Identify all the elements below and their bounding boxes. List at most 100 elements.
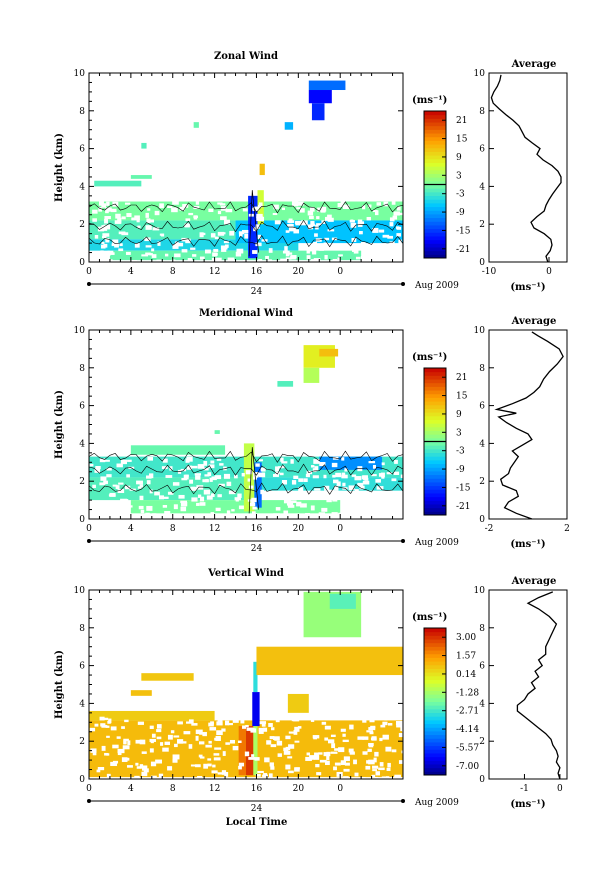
gap-cell — [303, 478, 308, 482]
gap-cell — [186, 465, 193, 470]
colorbar-segment — [424, 368, 446, 373]
colorbar-segment — [424, 382, 446, 387]
average-y-tick-label: 8 — [479, 107, 485, 117]
gap-cell — [369, 719, 375, 723]
average-profile-line — [494, 331, 564, 520]
gap-cell — [141, 771, 148, 777]
gap-cell — [336, 481, 341, 486]
gap-cell — [342, 733, 346, 737]
gap-cell — [156, 259, 163, 263]
contour-line — [88, 482, 404, 495]
panel-title: Meridional Wind — [199, 308, 293, 319]
gap-cell — [216, 721, 223, 726]
gap-cell — [316, 223, 322, 226]
gap-cell — [258, 216, 265, 222]
gap-cell — [262, 727, 268, 732]
gap-cell — [394, 459, 398, 464]
gap-cell — [258, 730, 264, 734]
gap-cell — [334, 762, 341, 766]
colorbar-segment — [424, 144, 446, 149]
gap-cell — [145, 212, 149, 218]
gap-cell — [280, 457, 284, 462]
gap-cell — [214, 475, 222, 480]
gap-cell — [99, 482, 106, 486]
gap-cell — [204, 474, 210, 477]
gap-cell — [374, 751, 379, 757]
gap-cell — [163, 496, 169, 499]
gap-cell — [139, 739, 146, 745]
gap-cell — [312, 250, 317, 255]
gap-cell — [141, 751, 147, 754]
y-tick-label: 0 — [79, 775, 85, 785]
gap-cell — [105, 238, 110, 243]
colorbar-segment — [424, 133, 446, 138]
colorbar-unit: (ms⁻¹) — [412, 95, 447, 106]
colorbar-segment — [424, 690, 446, 695]
gap-cell — [230, 231, 234, 235]
gap-cell — [305, 756, 312, 761]
gap-cell — [118, 482, 124, 485]
gap-cell — [103, 480, 108, 485]
gap-cell — [353, 759, 357, 765]
colorbar-segment — [424, 397, 446, 402]
gap-cell — [271, 727, 275, 731]
gap-cell — [247, 471, 252, 474]
gap-cell — [381, 776, 386, 780]
gap-cell — [290, 459, 294, 464]
gap-cell — [140, 765, 148, 769]
gap-cell — [110, 761, 118, 767]
gap-cell — [212, 252, 217, 257]
gap-cell — [366, 730, 373, 733]
gap-cell — [94, 723, 99, 727]
colorbar-segment — [424, 489, 446, 494]
gap-cell — [196, 485, 204, 490]
gap-cell — [197, 775, 203, 780]
gap-cell — [215, 507, 221, 512]
gap-cell — [377, 248, 383, 251]
gap-cell — [112, 239, 119, 244]
gap-cell — [190, 513, 194, 518]
gap-cell — [282, 250, 290, 254]
gap-cell — [235, 498, 239, 502]
gap-cell — [266, 259, 272, 263]
gap-cell — [293, 729, 298, 735]
colorbar-segment — [424, 716, 446, 721]
x-tick-label: 0 — [337, 524, 343, 534]
colorbar-segment — [424, 467, 446, 472]
colorbar-segment — [424, 379, 446, 384]
gap-cell — [92, 752, 97, 756]
gap-cell — [366, 216, 372, 221]
gap-cell — [178, 242, 184, 247]
gap-cell — [181, 237, 188, 242]
gap-cell — [154, 491, 160, 496]
gap-cell — [342, 482, 346, 487]
gap-cell — [268, 773, 273, 779]
colorbar-tick-label: -5.57 — [456, 743, 479, 753]
gap-cell — [214, 236, 219, 240]
colorbar-tick-label: 9 — [456, 410, 462, 420]
colorbar-tick-label: 3 — [456, 428, 462, 438]
x-tick-label: 20 — [293, 784, 305, 794]
average-x-tick-label: 0 — [546, 267, 552, 277]
colorbar-segment — [424, 199, 446, 204]
gap-cell — [101, 745, 106, 751]
gap-cell — [395, 250, 400, 256]
colorbar-segment — [424, 210, 446, 215]
x-tick-label: 12 — [209, 267, 220, 277]
date-label: Aug 2009 — [414, 281, 459, 291]
gap-cell — [354, 247, 362, 250]
gap-cell — [324, 737, 329, 741]
gap-cell — [146, 505, 153, 511]
colorbar-segment — [424, 481, 446, 487]
gap-cell — [334, 485, 339, 491]
colorbar-segment — [424, 118, 446, 123]
gap-cell — [294, 740, 300, 743]
gap-cell — [373, 251, 378, 256]
gap-cell — [100, 253, 105, 256]
heatmap-cell — [252, 692, 260, 727]
gap-cell — [327, 739, 335, 744]
gap-cell — [387, 235, 394, 239]
x-tick-label: 4 — [128, 784, 134, 794]
heatmap-cell — [141, 673, 194, 681]
